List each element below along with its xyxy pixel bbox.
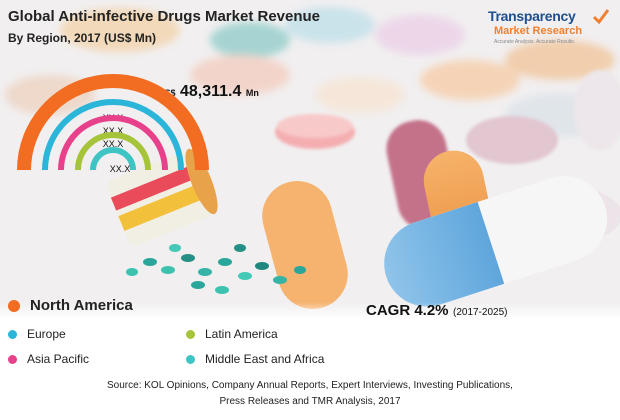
company-logo: Transparency Market Research Accurate An…: [488, 8, 614, 54]
total-unit: Mn: [245, 88, 259, 98]
legend-swatch-middle-east-africa: [186, 354, 195, 364]
total-currency: US$: [158, 88, 176, 98]
cagr-callout: CAGR 4.2% (2017-2025): [366, 302, 507, 320]
legend-swatch-europe: [8, 329, 17, 339]
chart-subtitle: By Region, 2017 (US$ Mn): [8, 31, 157, 45]
legend-middle-east-africa: Middle East and Africa: [186, 352, 324, 366]
legend-europe: Europe: [8, 327, 66, 341]
legend-swatch-north-america: [8, 299, 20, 312]
legend-asia-pacific: Asia Pacific: [8, 352, 89, 366]
source-line2: Press Releases and TMR Analysis, 2017: [219, 396, 401, 407]
source-line1: Source: KOL Opinions, Company Annual Rep…: [107, 380, 513, 391]
total-value: 48,311.4: [179, 83, 242, 100]
legend-north-america: North America: [8, 297, 133, 314]
source-note: Source: KOL Opinions, Company Annual Rep…: [0, 378, 620, 410]
chart-title: Global Anti-infective Drugs Market Reven…: [8, 8, 321, 25]
logo-check-icon: [592, 9, 610, 25]
legend-swatch-latin-america: [186, 329, 195, 339]
total-revenue: US$ 48,311.4 Mn: [158, 83, 259, 101]
legend-swatch-asia-pacific: [8, 354, 17, 364]
legend-label-europe: Europe: [27, 327, 66, 341]
logo-line2: Market Research: [494, 25, 583, 37]
cagr-label: CAGR 4.2%: [366, 302, 449, 319]
legend-label-middle-east-africa: Middle East and Africa: [205, 352, 325, 366]
logo-tagline: Accurate Analysis. Accurate Results.: [494, 39, 576, 45]
cagr-period: (2017-2025): [452, 307, 508, 318]
legend-latin-america: Latin America: [186, 327, 278, 341]
legend-label-latin-america: Latin America: [205, 327, 278, 341]
logo-line1: Transparency: [488, 8, 576, 24]
legend-label-asia-pacific: Asia Pacific: [27, 352, 90, 366]
legend-label-north-america: North America: [30, 297, 133, 314]
